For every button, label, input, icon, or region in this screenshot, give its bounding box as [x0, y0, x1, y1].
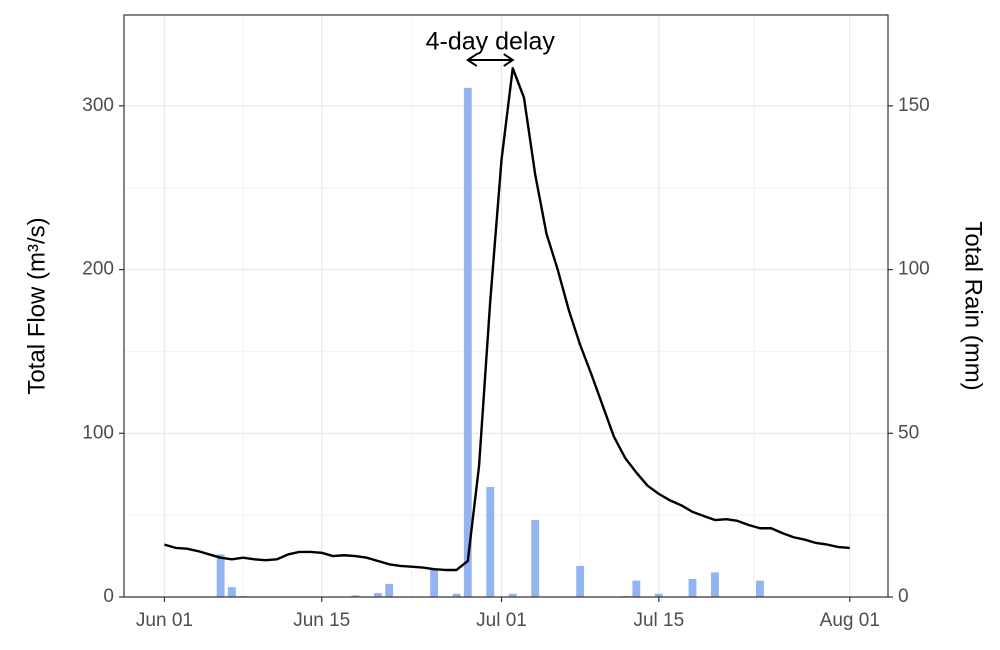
- y-tick-label: 100: [82, 422, 114, 443]
- rain-bar: [463, 87, 472, 597]
- rain-bar: [531, 520, 540, 597]
- rain-bar: [755, 580, 764, 597]
- arrow-head: [465, 53, 478, 67]
- rain-bar: [216, 554, 225, 597]
- x-tick-label: Jul 01: [476, 610, 527, 631]
- plot-frame: [123, 14, 889, 598]
- y2-tick-label: 150: [898, 95, 930, 116]
- x-tick-label: Jun 15: [293, 610, 350, 631]
- rain-bar: [576, 565, 585, 597]
- rain-bar: [508, 593, 517, 597]
- y-tick-label: 0: [103, 586, 114, 607]
- y-tick-label: 200: [82, 259, 114, 280]
- y2-axis-title: Total Rain (mm): [960, 221, 987, 390]
- rain-bar: [632, 580, 641, 597]
- arrow-head: [503, 53, 515, 67]
- rain-bar: [688, 578, 697, 597]
- y2-tick-label: 50: [898, 422, 919, 443]
- y2-tick-label: 0: [898, 586, 909, 607]
- y2-tick-label: 100: [898, 259, 930, 280]
- y-tick-label: 300: [82, 95, 114, 116]
- rain-bar: [227, 587, 236, 597]
- rain-bar: [654, 593, 663, 597]
- annotation-text: 4-day delay: [426, 28, 556, 56]
- rain-bar: [430, 569, 439, 597]
- rain-bar: [385, 583, 394, 597]
- rain-bar: [486, 486, 495, 597]
- rain-bar: [711, 572, 719, 597]
- x-tick-label: Aug 01: [820, 610, 880, 631]
- x-tick-label: Jun 01: [136, 610, 193, 631]
- rain-bar: [452, 593, 461, 597]
- x-tick-label: Jul 15: [633, 610, 684, 631]
- rain-bar: [351, 595, 360, 597]
- y-axis-title: Total Flow (m³/s): [23, 217, 50, 394]
- flow-line: [164, 67, 850, 572]
- rain-bar: [373, 593, 382, 597]
